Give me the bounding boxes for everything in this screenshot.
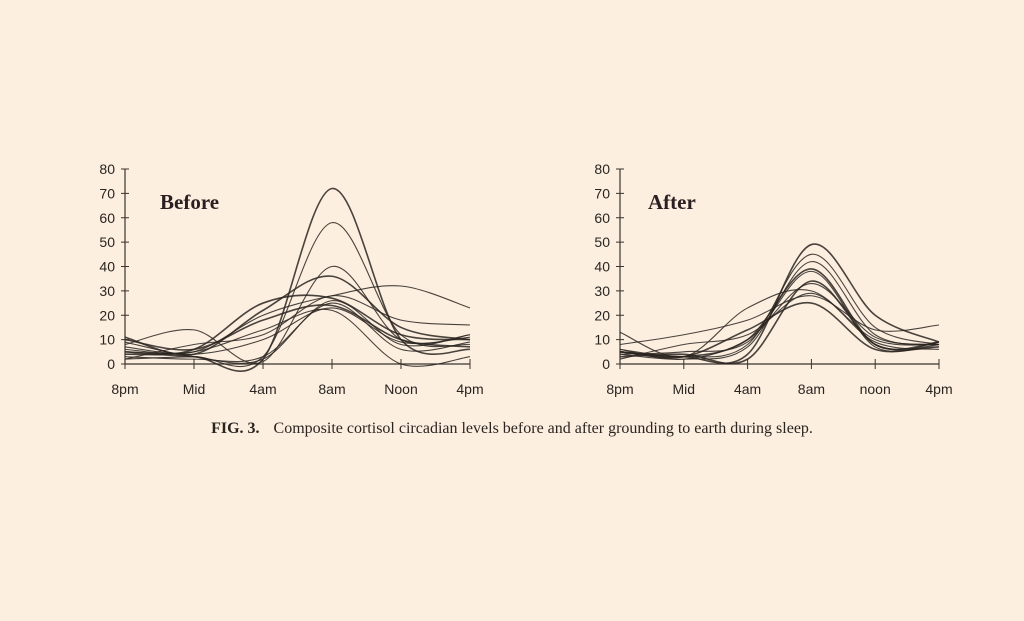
y-tick-label: 80: [99, 161, 115, 177]
y-tick-label: 50: [99, 234, 115, 250]
series-line-s10: [124, 304, 471, 351]
y-tick-label: 10: [594, 332, 610, 348]
y-tick-label: 70: [99, 185, 115, 201]
series-line-s1: [619, 243, 940, 365]
series-line-s6: [124, 295, 471, 360]
y-tick-label: 10: [99, 332, 115, 348]
series-line-s10: [619, 302, 940, 359]
chart-title: After: [648, 190, 696, 214]
series-line-s11: [124, 308, 471, 367]
x-tick-label: Mid: [183, 381, 206, 397]
x-tick-label: Mid: [673, 381, 696, 397]
y-tick-label: 30: [594, 283, 610, 299]
x-tick-label: 4am: [249, 381, 276, 397]
y-tick-label: 20: [99, 307, 115, 323]
caption-text: Composite cortisol circadian levels befo…: [273, 420, 813, 437]
chart-before: 0 10 20 30 40 50 60 70 80 8pm Mid 4am 8am Noon 4pm Befo…: [99, 161, 483, 397]
series-line-s9: [619, 270, 940, 355]
chart-title: Before: [160, 190, 219, 214]
series-line-s9: [124, 302, 471, 363]
chart-after: 0 10 20 30 40 50 60 70 80 8pm Mid 4am 8am noon 4pm Afte…: [594, 161, 952, 397]
y-tick-label: 0: [602, 356, 610, 372]
x-tick-label: 8am: [318, 381, 345, 397]
figure-caption: FIG. 3. Composite cortisol circadian leve…: [0, 420, 1024, 438]
x-tick-label: 8am: [798, 381, 825, 397]
caption-label: FIG. 3.: [211, 420, 260, 437]
x-tick-label: 8pm: [606, 381, 633, 397]
series-line-s8: [619, 283, 940, 360]
x-tick-label: noon: [860, 381, 891, 397]
series-line-s12: [124, 307, 471, 355]
y-tick-label: 70: [594, 185, 610, 201]
series-line-s6: [619, 295, 940, 346]
x-tick-label: 4am: [734, 381, 761, 397]
x-tick-label: 8pm: [111, 381, 138, 397]
series-line-s2: [124, 222, 471, 368]
y-tick-label: 50: [594, 234, 610, 250]
series-line-s11: [619, 292, 940, 360]
y-tick-label: 60: [99, 210, 115, 226]
x-tick-label: 4pm: [456, 381, 483, 397]
y-tick-label: 20: [594, 307, 610, 323]
y-tick-label: 40: [594, 259, 610, 275]
y-tick-label: 60: [594, 210, 610, 226]
y-tick-label: 80: [594, 161, 610, 177]
x-tick-label: 4pm: [925, 381, 952, 397]
x-tick-label: Noon: [384, 381, 417, 397]
y-tick-label: 0: [107, 356, 115, 372]
y-tick-label: 40: [99, 259, 115, 275]
y-tick-label: 30: [99, 283, 115, 299]
